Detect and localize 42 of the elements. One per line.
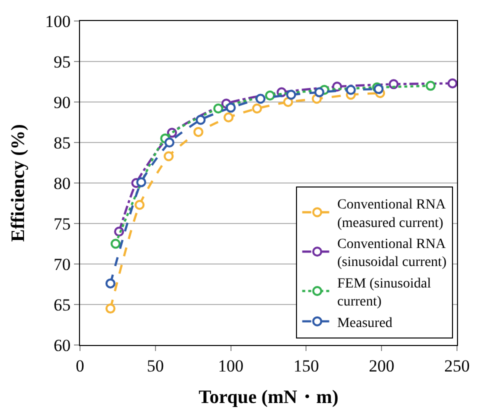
x-tick-label: 50 (146, 356, 164, 376)
point (196, 114, 206, 125)
point (447, 78, 457, 88)
point (286, 90, 296, 100)
point (134, 200, 145, 210)
y-tick-label: 90 (54, 92, 71, 112)
y-axis-title: Efficiency (%) (8, 124, 29, 242)
point (314, 87, 324, 98)
y-tick-label: 60 (54, 336, 71, 355)
y-tick-label: 75 (54, 214, 71, 234)
x-axis-title: Torque (mN・m) (198, 387, 338, 408)
legend-label: FEM (sinusoidal current) (337, 276, 432, 310)
point (136, 177, 146, 188)
x-tick-label: 200 (368, 356, 394, 376)
x-tick-label: 250 (444, 356, 470, 376)
point (346, 84, 356, 95)
point (226, 102, 236, 113)
point (164, 138, 174, 148)
point (252, 103, 262, 114)
legend-label: Conventional RNA (measured current) (337, 198, 447, 231)
y-tick-label: 65 (54, 295, 71, 314)
x-tick-label: 0 (76, 356, 84, 376)
point (110, 238, 121, 249)
y-tick-label: 80 (54, 174, 71, 193)
point (426, 80, 436, 91)
point (164, 151, 174, 162)
x-tick-label: 100 (218, 356, 244, 376)
legend-label: Conventional RNA (sinusoidal current) (337, 236, 447, 270)
point (283, 97, 294, 107)
point (193, 126, 204, 137)
point (213, 103, 224, 114)
x-tick-label: 150 (293, 356, 319, 376)
y-tick-label: 85 (54, 133, 71, 152)
point (105, 304, 116, 314)
point (265, 90, 276, 101)
y-tick-label: 95 (54, 52, 71, 72)
point (105, 278, 116, 288)
point (256, 94, 266, 104)
point (224, 112, 234, 122)
y-tick-label: 70 (54, 254, 71, 274)
legend-label: Measured (337, 316, 392, 331)
y-tick-label: 100 (45, 12, 71, 31)
